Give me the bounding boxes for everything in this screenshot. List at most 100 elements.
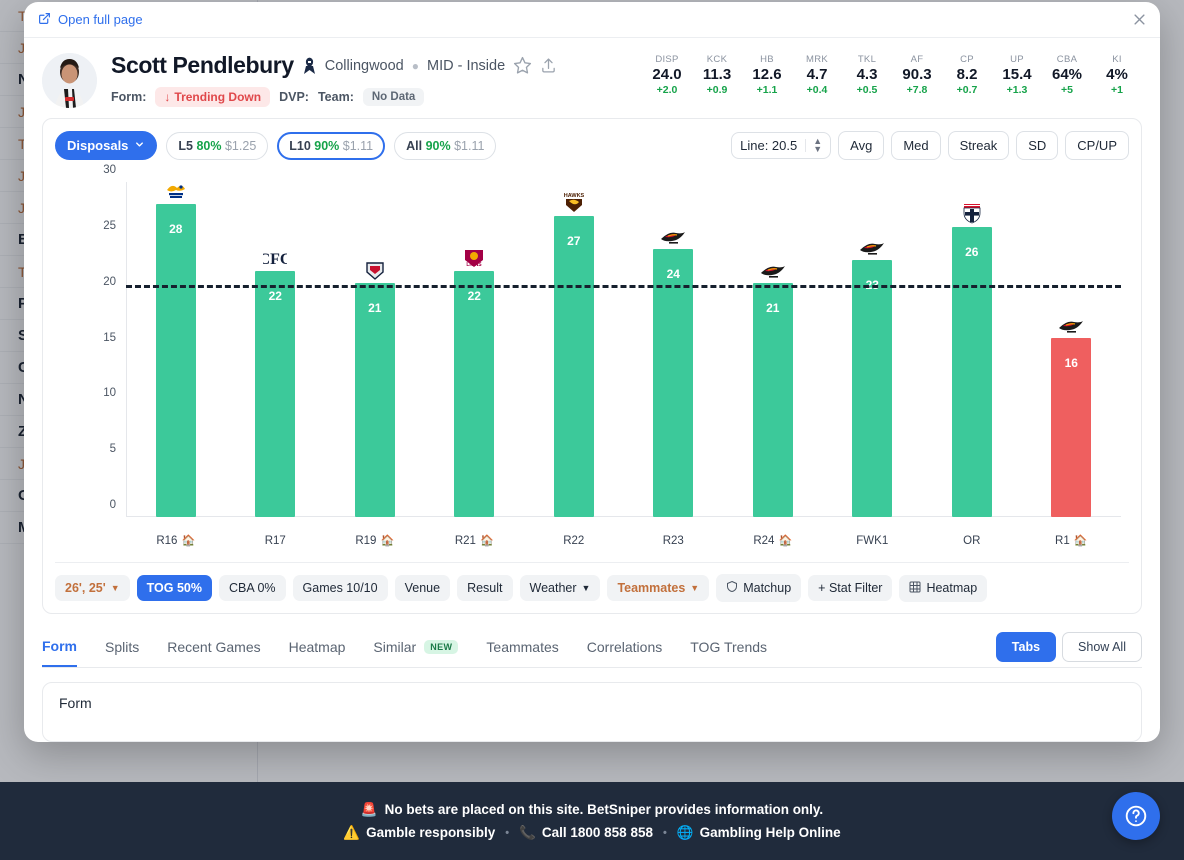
stat-mrk: MRK 4.7 +0.4 (792, 54, 842, 96)
bar[interactable]: 24 (653, 249, 694, 517)
chart-mode-med[interactable]: Med (891, 131, 941, 160)
bar[interactable]: 22 (454, 271, 495, 517)
y-axis-tick: 30 (103, 164, 116, 176)
footer-link-label: Gambling Help Online (699, 825, 841, 840)
tab-teammates[interactable]: Teammates (486, 633, 558, 666)
team-dvp-value: No Data (362, 88, 425, 106)
opponent-logo-icon: HAWKS (561, 191, 587, 213)
close-icon[interactable] (1124, 5, 1154, 35)
shield-icon (726, 580, 738, 596)
line-stepper[interactable]: Line: 20.5 ▲ ▼ (731, 132, 832, 159)
footer-link-label: Gamble responsibly (366, 825, 496, 840)
siren-icon: 🚨 (360, 801, 378, 817)
chart-controls-right: Line: 20.5 ▲ ▼ Avg Med Streak SD CP/UP (731, 131, 1129, 160)
bar[interactable]: 26 (951, 226, 992, 517)
opponent-logo-icon (760, 258, 786, 280)
stat-selector-dropdown[interactable]: Disposals (55, 131, 158, 160)
filter-chip-stat-filter[interactable]: + Stat Filter (808, 575, 893, 601)
filter-chip-label: 26', 25' (65, 581, 106, 595)
footer-link-icon: 📞 (519, 824, 536, 840)
bar[interactable]: 16 (1051, 338, 1092, 517)
y-axis-line (126, 182, 127, 517)
x-axis-label: R21 🏠 (455, 534, 494, 548)
tab-correlations[interactable]: Correlations (587, 633, 662, 666)
bar-slot: 21 R19 🏠 (325, 182, 425, 547)
tab-heatmap[interactable]: Heatmap (289, 633, 346, 666)
x-axis-label-text: R23 (662, 535, 684, 547)
filter-chip-venue[interactable]: Venue (394, 575, 451, 601)
player-header: Scott Pendlebury Collingwood ● MID - Ins… (24, 38, 1160, 118)
hitrate-l10[interactable]: L10 90% $1.11 (277, 131, 386, 160)
chart-mode-sd[interactable]: SD (1016, 131, 1059, 160)
bar[interactable]: 22 (255, 271, 296, 517)
bar[interactable]: 21 (354, 282, 395, 517)
player-avatar (42, 53, 97, 108)
bar[interactable]: 27 (553, 215, 594, 517)
footer-link[interactable]: 📞 Call 1800 858 858 (519, 825, 653, 841)
tab-tog-trends[interactable]: TOG Trends (690, 633, 767, 666)
tab-similar[interactable]: Similar NEW (373, 633, 459, 666)
view-mode-show-all[interactable]: Show All (1062, 632, 1142, 662)
filter-chip-matchup[interactable]: Matchup (716, 574, 802, 602)
bar-slot: 21 R24 🏠 (723, 182, 823, 547)
tab-label: Recent Games (167, 639, 261, 655)
player-name-row: Scott Pendlebury Collingwood ● MID - Ins… (111, 52, 628, 79)
bar-slot: 28 R16 🏠 (126, 182, 226, 547)
trend-down-icon: ↓ (164, 90, 171, 104)
svg-text:CFC: CFC (263, 251, 287, 268)
stat-key: KCK (706, 54, 728, 65)
filter-chip-tog-50[interactable]: TOG 50% (136, 575, 212, 601)
chart-mode-streak[interactable]: Streak (947, 131, 1010, 160)
filter-chip-label: Teammates (617, 581, 686, 595)
player-stats-strip: DISP 24.0 +2.0 KCK 11.3 +0.9 HB 12.6 +1.1 MRK 4.7 +… (642, 50, 1142, 96)
stat-kck: KCK 11.3 +0.9 (692, 54, 742, 96)
bar-slot: 23 FWK1 (823, 182, 923, 547)
filter-chip-teammates[interactable]: Teammates ▼ (607, 575, 710, 601)
footer-link-label: Call 1800 858 858 (541, 825, 653, 840)
chart-mode-cp-up[interactable]: CP/UP (1065, 131, 1129, 160)
form-section-title: Form (59, 695, 92, 711)
filter-chip-heatmap[interactable]: Heatmap (899, 574, 988, 602)
tab-splits[interactable]: Splits (105, 633, 139, 666)
home-game-icon: 🏠 (479, 535, 494, 547)
form-trend-badge: ↓ Trending Down (155, 87, 271, 107)
bar-value-label: 27 (567, 233, 581, 248)
filter-chip-label: TOG 50% (146, 581, 202, 595)
page-title: Scott Pendlebury (111, 52, 294, 78)
filter-chip-weather[interactable]: Weather ▼ (519, 575, 601, 601)
stat-up: UP 15.4 +1.3 (992, 54, 1042, 96)
stat-key: CP (960, 54, 974, 65)
chart-mode-avg[interactable]: Avg (838, 131, 885, 160)
tab-recent-games[interactable]: Recent Games (167, 633, 260, 666)
hitrate-l5[interactable]: L5 80% $1.25 (166, 131, 269, 160)
open-full-page-link[interactable]: Open full page (38, 12, 143, 28)
footer-link[interactable]: 🌐 Gambling Help Online (677, 825, 841, 841)
filter-chip-result[interactable]: Result (457, 575, 513, 601)
section-tabs-list: Form Splits Recent Games Heatmap Similar NEW T… (42, 632, 795, 667)
bar[interactable]: 23 (852, 260, 893, 517)
bar[interactable]: 28 (155, 204, 196, 517)
home-game-icon: 🏠 (778, 535, 793, 547)
stepper-arrows-icon[interactable]: ▲ ▼ (805, 136, 822, 153)
bar[interactable]: 21 (752, 282, 793, 517)
footer-link[interactable]: ⚠️ Gamble responsibly (343, 825, 495, 841)
y-axis-tick: 10 (103, 387, 116, 400)
filter-chip-26-25[interactable]: 26', 25' ▼ (55, 575, 130, 601)
bar-slot: 22 LIONS R21 🏠 (425, 182, 525, 547)
hitrate-all[interactable]: All 90% $1.11 (394, 131, 497, 160)
y-axis-tick: 5 (109, 443, 116, 456)
share-upload-icon[interactable] (540, 57, 557, 74)
section-tabs-buttons: Tabs Show All (995, 632, 1142, 667)
view-mode-tabs[interactable]: Tabs (995, 632, 1057, 662)
filter-chip-games-10-10[interactable]: Games 10/10 (292, 575, 388, 601)
footer-link-icon: 🌐 (676, 824, 694, 840)
svg-text:LIONS: LIONS (467, 262, 483, 268)
filter-chip-cba-0[interactable]: CBA 0% (218, 575, 286, 601)
star-icon[interactable] (513, 56, 532, 75)
tab-form[interactable]: Form (42, 632, 77, 667)
help-button[interactable] (1112, 792, 1160, 840)
open-full-page-label: Open full page (58, 12, 143, 27)
y-axis-tick: 15 (103, 331, 116, 344)
chevron-down-icon: ▼ (690, 583, 700, 593)
hitrate-odds: $1.25 (224, 138, 257, 153)
